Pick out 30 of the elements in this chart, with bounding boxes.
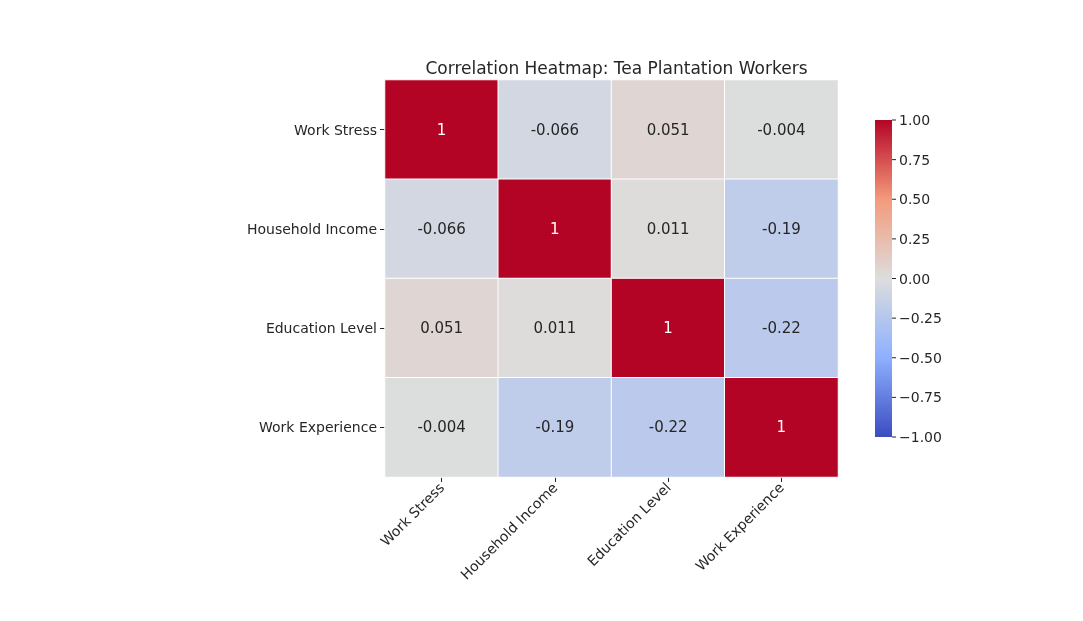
y-tick-label: Work Stress [294, 121, 377, 138]
data-label: -0.22 [761, 319, 801, 338]
data-label: -0.19 [761, 219, 801, 238]
color-bar-label: 0.50 [899, 191, 931, 208]
data-label: 0.011 [533, 319, 577, 338]
data-label: -0.22 [648, 418, 688, 437]
color-bar-label: −1.00 [899, 429, 942, 445]
data-label: -0.066 [417, 219, 466, 238]
data-label: -0.004 [757, 120, 806, 139]
color-bar-label: −0.75 [899, 389, 942, 406]
color-bar-label: 0.75 [899, 151, 931, 168]
data-label: 0.051 [646, 120, 690, 139]
y-tick-label: Education Level [265, 320, 377, 337]
data-label: -0.066 [530, 120, 580, 139]
data-label: 1 [550, 219, 560, 238]
data-label: 1 [776, 418, 787, 437]
color-bar-label: −0.25 [899, 310, 942, 327]
data-label: -0.004 [417, 418, 466, 437]
chart-title: Correlation Heatmap: Tea Plantation Workers [425, 57, 808, 78]
data-label: 1 [436, 120, 447, 139]
color-bar-label: 0.25 [899, 230, 931, 247]
color-bar-label: 0.00 [899, 270, 931, 287]
color-bar-label: 1.00 [899, 112, 931, 128]
color-bar-label: −0.50 [899, 349, 942, 366]
y-tick-label: Household Income [246, 220, 377, 237]
data-label: -0.19 [535, 418, 575, 437]
y-tick-label: Work Experience [259, 419, 377, 436]
data-label: 1 [663, 319, 673, 338]
data-label: 0.051 [420, 319, 464, 338]
data-label: 0.011 [646, 219, 690, 238]
